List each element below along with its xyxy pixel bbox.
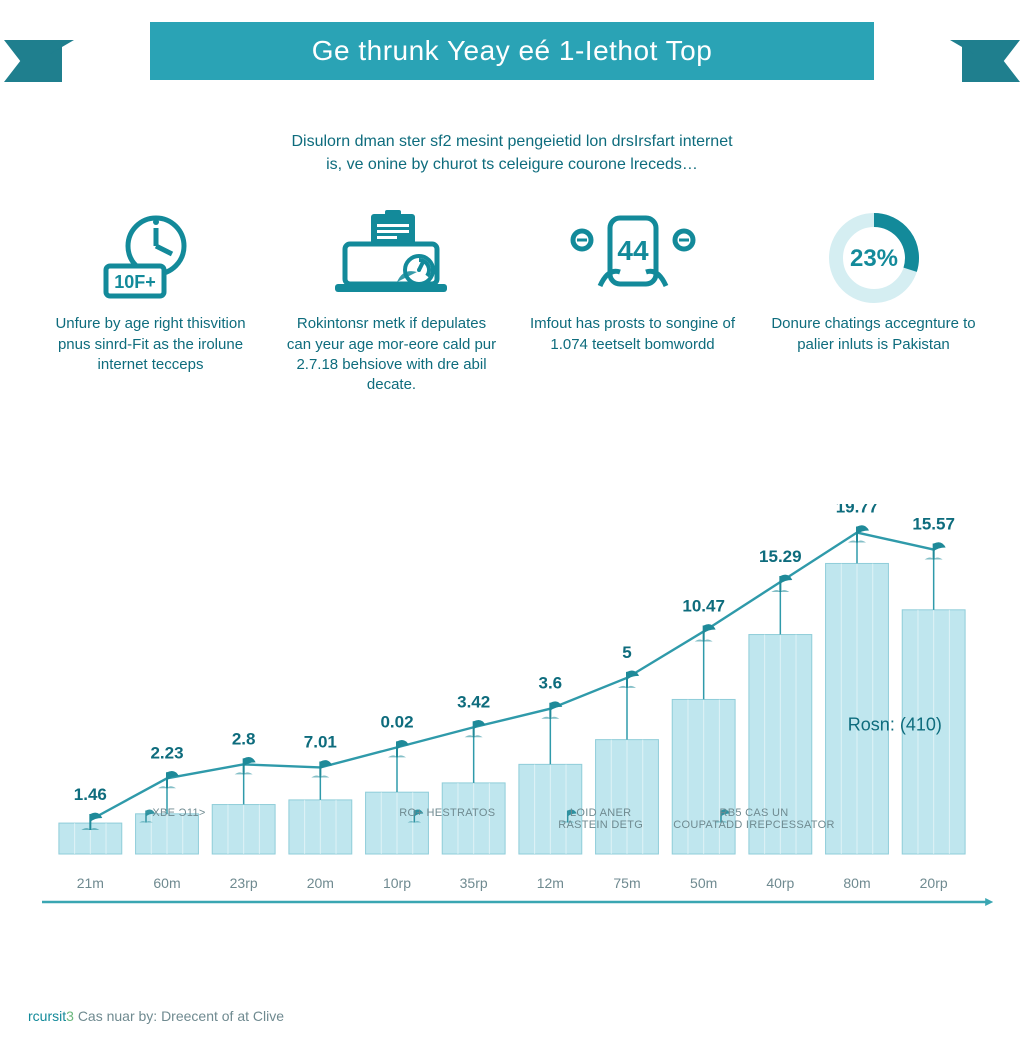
svg-text:2.8: 2.8 [232,729,256,748]
stat-clock-badge: 10F+ [114,272,156,292]
stat-donut-caption: Donure chatings accegnture to palier inl… [759,314,988,355]
device-hands-icon: 44 [518,210,747,306]
footer-credit: rcursit3 Cas nuar by: Dreecent of at Cli… [28,1008,284,1024]
svg-text:50m: 50m [690,875,717,891]
title-ribbon: Ge thrunk Yeay eé 1-Iethot Top [0,14,1024,104]
svg-text:3.42: 3.42 [457,692,490,711]
stat-device: 44 Imfout has prosts to songine of 1.074… [518,210,747,395]
svg-text:5: 5 [622,643,631,662]
svg-text:0.02: 0.02 [380,712,413,731]
svg-text:XBE Ɔ11>: XBE Ɔ11> [152,807,205,819]
svg-text:10rp: 10rp [383,875,411,891]
ribbon-tail-left [4,40,62,82]
subtitle: Disulorn dman ster sf2 mesint pengeietid… [152,130,872,176]
svg-text:1.46: 1.46 [74,785,107,804]
clock-badge-icon: 10F+ [36,210,265,306]
svg-text:15.57: 15.57 [912,515,955,534]
svg-text:40rp: 40rp [766,875,794,891]
svg-text:12m: 12m [537,875,564,891]
subtitle-line2: is, ve onine by churot ts celeigure cour… [326,156,698,173]
svg-text:7.01: 7.01 [304,732,337,751]
svg-text:10.47: 10.47 [682,596,725,615]
stat-laptop-caption: Rokintonsr metk if depulates can yeur ag… [277,314,506,395]
svg-text:COUPATADD IREPCESSATOR: COUPATADD IREPCESSATOR [673,819,834,831]
svg-text:20m: 20m [307,875,334,891]
stat-clock-caption: Unfure by age right thisvition pnus sinr… [36,314,265,375]
svg-text:80m: 80m [843,875,870,891]
svg-text:60m: 60m [153,875,180,891]
svg-text:RB5 CAS UN: RB5 CAS UN [719,807,788,819]
svg-text:21m: 21m [77,875,104,891]
svg-text:15.29: 15.29 [759,547,802,566]
svg-text:35rp: 35rp [460,875,488,891]
svg-text:3.6: 3.6 [539,674,563,693]
footer-rest: Cas nuar by: Dreecent of at Clive [78,1008,284,1024]
ribbon-body: Ge thrunk Yeay eé 1-Iethot Top [150,22,874,80]
svg-text:23rp: 23rp [230,875,258,891]
svg-text:RO+ HESTRATOS: RO+ HESTRATOS [399,807,495,819]
stat-laptop: Rokintonsr metk if depulates can yeur ag… [277,210,506,395]
svg-text:RASTEIN DETG: RASTEIN DETG [558,819,643,831]
svg-text:20rp: 20rp [920,875,948,891]
stat-device-caption: Imfout has prosts to songine of 1.074 te… [518,314,747,355]
page-title: Ge thrunk Yeay eé 1-Iethot Top [312,35,713,67]
footer-brand: rcursit3 [28,1008,78,1024]
ribbon-tail-right [962,40,1020,82]
stat-row: 10F+ Unfure by age right thisvition pnus… [36,210,988,395]
svg-text:2.23: 2.23 [150,743,183,762]
stat-donut: 23% Donure chatings accegnture to palier… [759,210,988,395]
stat-donut-value: 23% [849,245,897,272]
laptop-clipboard-icon [277,210,506,306]
svg-text:Rosn: (410): Rosn: (410) [848,714,942,734]
svg-text:75m: 75m [613,875,640,891]
svg-text:19.77: 19.77 [836,504,879,517]
stat-clock: 10F+ Unfure by age right thisvition pnus… [36,210,265,395]
svg-text:LOID ANER: LOID ANER [570,807,631,819]
growth-chart: 1.46 2.23 2.8 7.01 0.02 3.42 3.6 5 10.47 15.29 19.… [22,504,1002,944]
donut-icon: 23% [759,210,988,306]
stat-device-value: 44 [617,235,649,266]
subtitle-line1: Disulorn dman ster sf2 mesint pengeietid… [291,133,732,150]
